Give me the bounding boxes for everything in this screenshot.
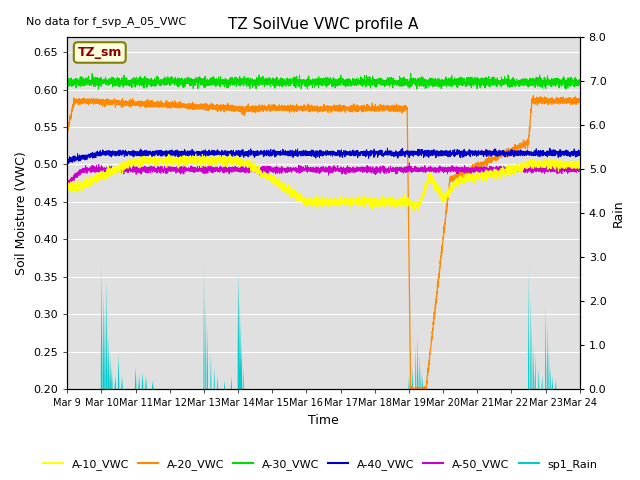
Y-axis label: Rain: Rain (612, 199, 625, 227)
X-axis label: Time: Time (308, 414, 339, 427)
Title: TZ SoilVue VWC profile A: TZ SoilVue VWC profile A (228, 17, 419, 32)
Y-axis label: Soil Moisture (VWC): Soil Moisture (VWC) (15, 151, 28, 275)
Text: TZ_sm: TZ_sm (77, 46, 122, 59)
Legend: A-10_VWC, A-20_VWC, A-30_VWC, A-40_VWC, A-50_VWC, sp1_Rain: A-10_VWC, A-20_VWC, A-30_VWC, A-40_VWC, … (38, 455, 602, 474)
Text: No data for f_svp_A_05_VWC: No data for f_svp_A_05_VWC (26, 16, 186, 27)
